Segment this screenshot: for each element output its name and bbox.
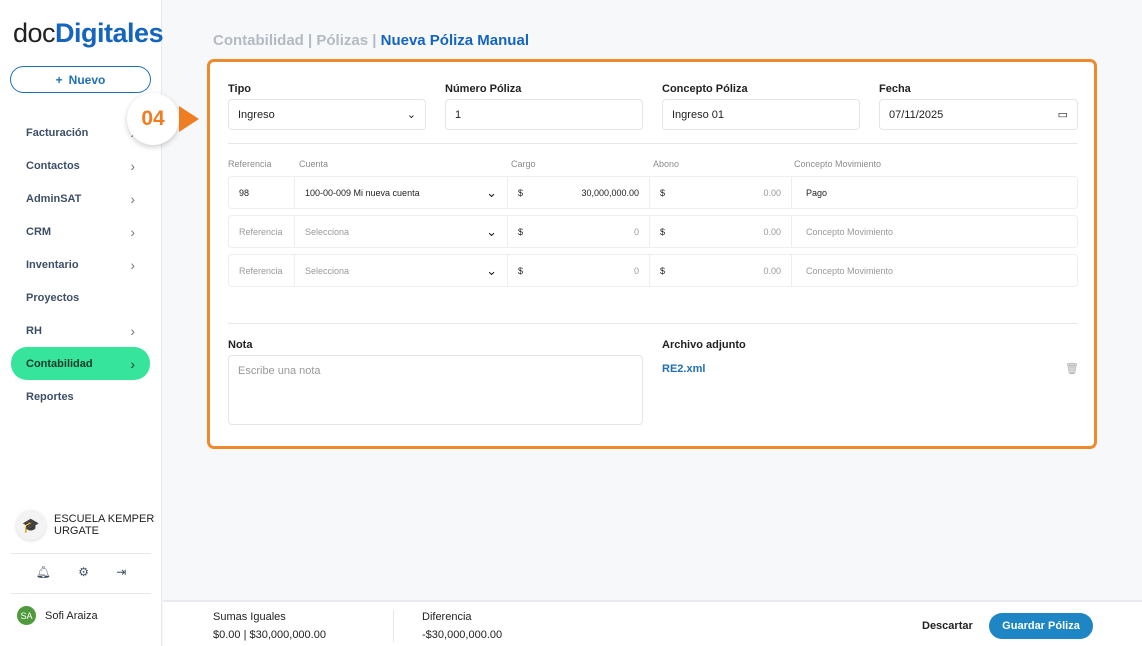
movement-row: Referencia Selecciona ⌄ $0 $0.00 Concepto Mov… [228,254,1078,287]
logo: docDigitales [13,18,164,48]
user-profile[interactable]: SA Sofi Araiza [17,606,98,625]
chevron-right-icon: › [130,256,135,273]
cuenta-select[interactable]: Selecciona ⌄ [295,255,508,286]
organization[interactable]: 🎓 ESCUELA KEMPER URGATE [16,510,154,540]
new-button[interactable]: + Nuevo [10,66,151,93]
plus-icon: + [55,72,63,87]
chevron-right-icon: › [130,355,135,372]
chevron-right-icon: › [130,322,135,339]
cuenta-select[interactable]: Selecciona ⌄ [295,216,508,247]
cargo-input[interactable]: $0 [508,216,650,247]
avatar: SA [17,606,36,625]
org-logo-icon: 🎓 [16,510,46,540]
numero-poliza-input[interactable]: 1 [445,99,643,130]
concepto-movimiento-input[interactable]: Pago [806,187,828,198]
chevron-down-icon: ⌄ [486,262,497,278]
referencia-input[interactable]: 98 [229,177,295,208]
divider [228,323,1078,324]
sidebar-item-adminsat[interactable]: AdminSAT › [26,190,135,207]
chevron-down-icon: ⌄ [486,223,497,239]
divider [10,553,151,554]
sidebar-item-rh[interactable]: RH › [26,322,135,339]
divider [393,610,394,642]
movement-row: 98 100-00-009 Mi nueva cuenta ⌄ $30,000,000… [228,176,1078,209]
abono-input[interactable]: $0.00 [650,255,792,286]
cuenta-select[interactable]: 100-00-009 Mi nueva cuenta ⌄ [295,177,508,208]
poliza-form: Tipo Ingreso ⌄ Número Póliza 1 Concepto P… [207,59,1097,449]
chevron-down-icon: ⌄ [486,184,497,200]
movement-row: Referencia Selecciona ⌄ $0 $0.00 Concepto Mov… [228,215,1078,248]
footer-bar: Sumas Iguales $0.00 | $30,000,000.00 Dif… [163,600,1142,646]
logout-icon[interactable]: ⇥ [116,565,127,579]
cargo-input[interactable]: $0 [508,255,650,286]
concepto-poliza-input[interactable]: Ingreso 01 [662,99,860,130]
sidebar-item-contactos[interactable]: Contactos › [26,157,135,174]
chevron-right-icon: › [130,190,135,207]
sidebar-item-proyectos[interactable]: Proyectos [26,291,80,304]
referencia-input[interactable]: Referencia [229,255,295,286]
calendar-icon[interactable]: ▭ [1057,109,1068,121]
abono-input[interactable]: $0.00 [650,216,792,247]
step-marker-arrow [179,106,199,132]
breadcrumb: Contabilidad | Pólizas | Nueva Póliza Ma… [213,32,529,49]
divider [228,143,1078,144]
step-marker: 04 [127,93,179,145]
sidebar-nav: Facturación›Contactos›AdminSAT›CRM›Inven… [11,116,150,413]
fecha-input[interactable]: 07/11/2025 ▭ [879,99,1078,130]
chevron-down-icon: ⌄ [406,109,416,121]
save-poliza-button[interactable]: Guardar Póliza [989,613,1093,639]
tipo-select[interactable]: Ingreso ⌄ [228,99,426,130]
trash-icon[interactable]: 🗑︎ [1065,363,1079,375]
bell-icon[interactable]: 🔔︎ [35,565,51,579]
abono-input[interactable]: $0.00 [650,177,792,208]
referencia-input[interactable]: Referencia [229,216,295,247]
sidebar-item-crm[interactable]: CRM › [26,223,135,240]
gear-icon[interactable]: ⚙ [78,565,89,579]
sidebar-item-reportes[interactable]: Reportes [26,390,74,403]
nota-textarea[interactable]: Escribe una nota [228,355,643,425]
discard-button[interactable]: Descartar [922,620,973,632]
concepto-movimiento-input[interactable]: Concepto Movimiento [806,265,894,276]
chevron-right-icon: › [130,223,135,240]
page-title: Nueva Póliza Manual [380,32,529,49]
sidebar-item-inventario[interactable]: Inventario › [26,256,135,273]
chevron-right-icon: › [130,157,135,174]
attachment-link[interactable]: RE2.xml [662,363,706,375]
concepto-movimiento-input[interactable]: Concepto Movimiento [806,226,894,237]
cargo-input[interactable]: $30,000,000.00 [508,177,650,208]
sidebar-item-contabilidad[interactable]: Contabilidad › [11,347,150,380]
divider [10,593,151,594]
